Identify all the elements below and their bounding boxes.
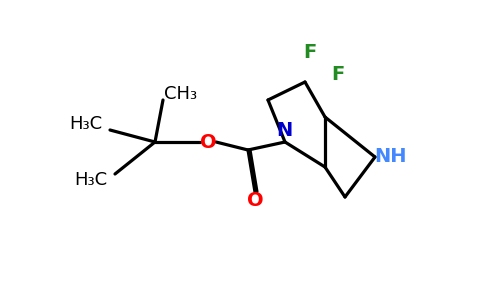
Text: NH: NH xyxy=(375,148,407,166)
Text: H₃C: H₃C xyxy=(69,115,103,133)
Text: H₃C: H₃C xyxy=(75,171,107,189)
Text: F: F xyxy=(332,64,345,83)
Text: CH₃: CH₃ xyxy=(165,85,197,103)
Text: O: O xyxy=(247,191,263,211)
Text: O: O xyxy=(200,133,216,152)
Text: N: N xyxy=(276,121,292,140)
Text: F: F xyxy=(303,43,317,61)
